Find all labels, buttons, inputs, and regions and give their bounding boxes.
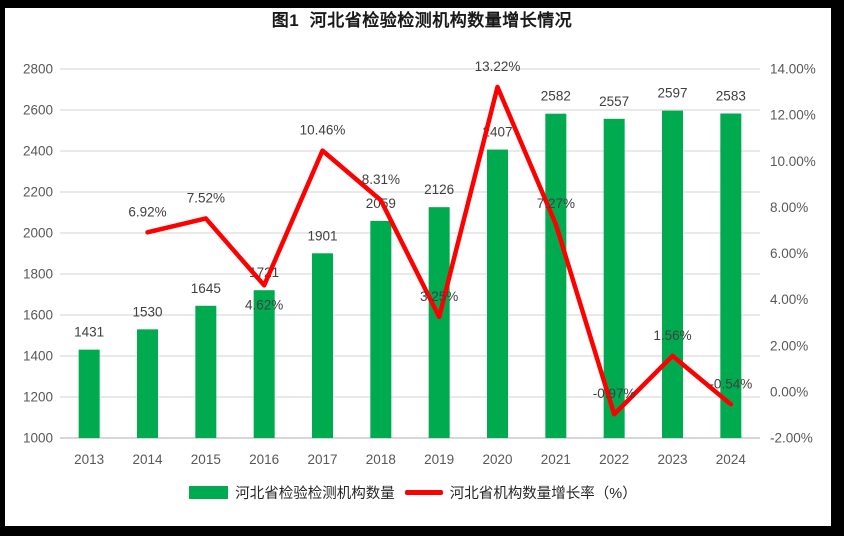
- bar-2023: [662, 110, 683, 439]
- x-axis-tick-label: 2023: [657, 452, 687, 467]
- growth-rate-label: 10.46%: [300, 123, 346, 138]
- bar-series-swatch: [189, 486, 229, 499]
- legend-item-growth-rate: 河北省机构数量增长率（%）: [404, 482, 637, 503]
- left-axis-tick-label: 2400: [23, 144, 53, 159]
- growth-rate-label: 3.25%: [420, 289, 458, 304]
- right-axis-tick-label: -2.00%: [770, 431, 813, 446]
- chart-legend: 河北省检验检测机构数量 河北省机构数量增长率（%）: [0, 482, 826, 503]
- bar-2024: [720, 113, 742, 439]
- growth-rate-label: 1.56%: [653, 328, 691, 343]
- x-axis-tick-label: 2015: [191, 452, 221, 467]
- growth-rate-label: 8.31%: [362, 172, 400, 187]
- chart-background: [5, 8, 831, 526]
- right-axis-tick-label: 12.00%: [770, 108, 816, 123]
- right-axis-tick-label: 8.00%: [770, 200, 808, 215]
- legend-item-institution-count: 河北省检验检测机构数量: [189, 482, 395, 503]
- right-axis-tick-label: 4.00%: [770, 292, 808, 307]
- bar-2013: [78, 349, 100, 438]
- growth-rate-label: 13.22%: [475, 59, 521, 74]
- bar-2022: [603, 118, 625, 438]
- legend-label-institution-count: 河北省检验检测机构数量: [235, 486, 395, 502]
- x-axis-tick-label: 2022: [599, 452, 629, 467]
- left-axis-tick-label: 2600: [23, 103, 53, 118]
- x-axis-tick-label: 2024: [716, 452, 747, 467]
- left-axis-tick-label: 1400: [23, 349, 53, 364]
- left-axis-tick-label: 2800: [23, 62, 53, 77]
- x-axis-tick-label: 2020: [482, 452, 512, 467]
- bar-2016: [253, 290, 275, 438]
- right-axis-tick-label: 6.00%: [770, 246, 808, 261]
- right-axis-tick-label: 2.00%: [770, 338, 808, 353]
- growth-rate-label: 4.62%: [245, 297, 283, 312]
- right-axis-tick-label: 0.00%: [770, 384, 808, 399]
- bar-value-label: 2583: [716, 88, 746, 103]
- line-series-swatch: [404, 490, 443, 495]
- x-axis-tick-label: 2014: [132, 452, 163, 467]
- bar-2015: [195, 305, 217, 438]
- bar-value-label: 2597: [657, 86, 687, 101]
- bar-2017: [312, 253, 333, 438]
- bar-2014: [137, 329, 158, 438]
- x-axis-tick-label: 2018: [366, 452, 396, 467]
- growth-rate-label: -0.97%: [593, 386, 636, 401]
- left-axis-tick-label: 1000: [23, 431, 53, 446]
- bar-2021: [545, 113, 567, 438]
- x-axis-tick-label: 2019: [424, 452, 454, 467]
- bar-value-label: 1901: [307, 228, 337, 243]
- left-axis-tick-label: 2200: [23, 185, 53, 200]
- bar-2018: [370, 220, 392, 438]
- x-axis-tick-label: 2013: [74, 452, 104, 467]
- right-axis-tick-label: 14.00%: [770, 62, 816, 77]
- bar-2020: [487, 149, 508, 438]
- growth-rate-label: 6.92%: [128, 204, 166, 219]
- growth-rate-label: 7.52%: [187, 190, 225, 205]
- left-axis-tick-label: 1800: [23, 267, 53, 282]
- bar-value-label: 1431: [74, 325, 104, 340]
- right-axis-tick-label: 10.00%: [770, 154, 816, 169]
- growth-rate-label: 7.27%: [537, 196, 575, 211]
- left-axis-tick-label: 1600: [23, 308, 53, 323]
- x-axis-tick-label: 2021: [541, 452, 571, 467]
- legend-label-growth-rate: 河北省机构数量增长率（%）: [449, 486, 637, 502]
- chart-title: 图1 河北省检验检测机构数量增长情况: [271, 11, 573, 30]
- left-axis-tick-label: 2000: [23, 226, 53, 241]
- bar-value-label: 1645: [191, 281, 221, 296]
- x-axis-tick-label: 2016: [249, 452, 279, 467]
- x-axis-tick-label: 2017: [307, 452, 337, 467]
- bar-value-label: 2407: [482, 125, 512, 140]
- left-axis-tick-label: 1200: [23, 390, 53, 405]
- growth-rate-line: [145, 84, 734, 417]
- bar-value-label: 1530: [132, 304, 162, 319]
- bar-2019: [428, 207, 450, 438]
- bar-value-label: 2126: [424, 182, 454, 197]
- bar-value-label: 2557: [599, 94, 629, 109]
- growth-rate-label: -0.54%: [709, 376, 752, 391]
- bar-value-label: 2582: [541, 89, 571, 104]
